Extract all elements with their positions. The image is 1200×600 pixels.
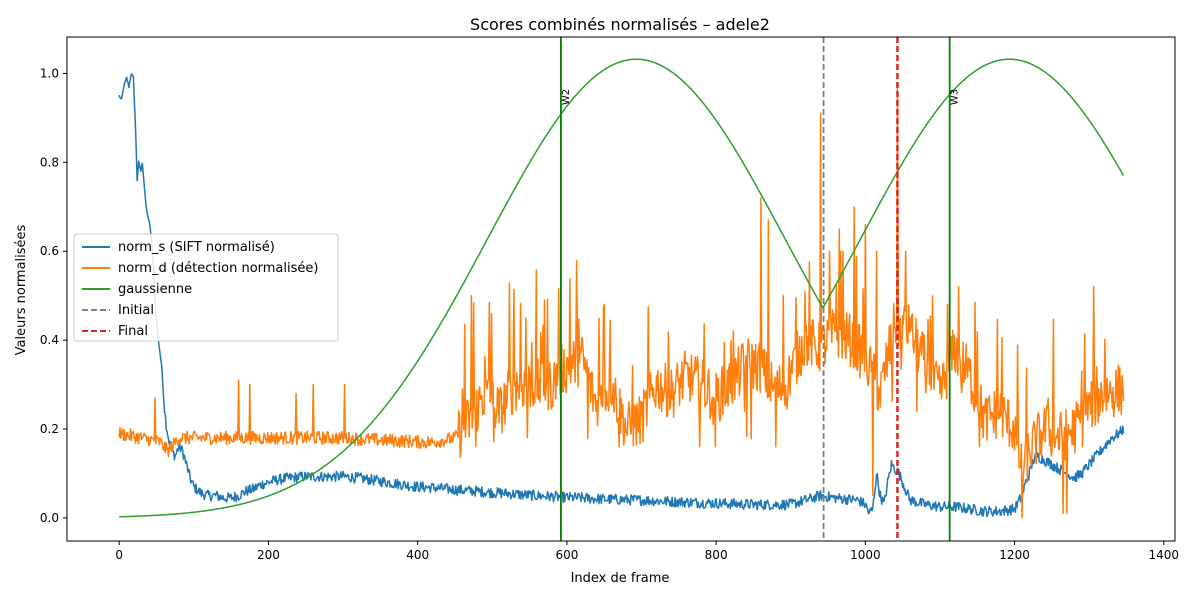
- series-line-gaussienne: [119, 58, 1125, 518]
- legend-label-norm-d: norm_d (détection normalisée): [118, 261, 318, 276]
- vline-label-w2: W2: [561, 89, 572, 105]
- x-tick-label: 1200: [999, 548, 1030, 562]
- y-tick-label: 0.2: [40, 422, 59, 436]
- x-tick-label: 600: [555, 548, 578, 562]
- y-tick-label: 0.4: [40, 333, 59, 347]
- vline-label-w3: W3: [950, 89, 961, 105]
- x-tick-label: 400: [406, 548, 429, 562]
- axes-frame: [66, 36, 1176, 542]
- y-tick-label: 0.6: [40, 244, 59, 258]
- chart-title: Scores combinés normalisés – adele2: [470, 15, 770, 34]
- x-tick-label: 1000: [850, 548, 881, 562]
- y-tick-label: 1.0: [40, 66, 59, 80]
- legend: norm_s (SIFT normalisé) norm_d (détectio…: [73, 233, 339, 342]
- x-axis-label: Index de frame: [571, 571, 670, 586]
- x-tick-label: 0: [115, 548, 123, 562]
- x-tick-label: 200: [257, 548, 280, 562]
- plot-area: W2 W3: [118, 37, 1125, 541]
- x-axis: 0 200 400 600 800 1000 1200 1400: [115, 541, 1179, 562]
- legend-label-final: Final: [118, 324, 148, 339]
- legend-label-norm-s: norm_s (SIFT normalisé): [118, 240, 275, 255]
- x-tick-label: 800: [705, 548, 728, 562]
- series-line-norm-s: [118, 73, 1125, 518]
- series-line-norm-d: [118, 86, 1125, 519]
- x-tick-label: 1400: [1149, 548, 1180, 562]
- legend-label-gaussienne: gaussienne: [118, 282, 192, 297]
- legend-label-initial: Initial: [118, 303, 154, 318]
- y-axis-label: Valeurs normalisées: [14, 224, 29, 355]
- y-axis: 0.0 0.2 0.4 0.6 0.8 1.0: [40, 66, 67, 525]
- y-tick-label: 0.8: [40, 155, 59, 169]
- y-tick-label: 0.0: [40, 511, 59, 525]
- legend-box: [73, 233, 339, 342]
